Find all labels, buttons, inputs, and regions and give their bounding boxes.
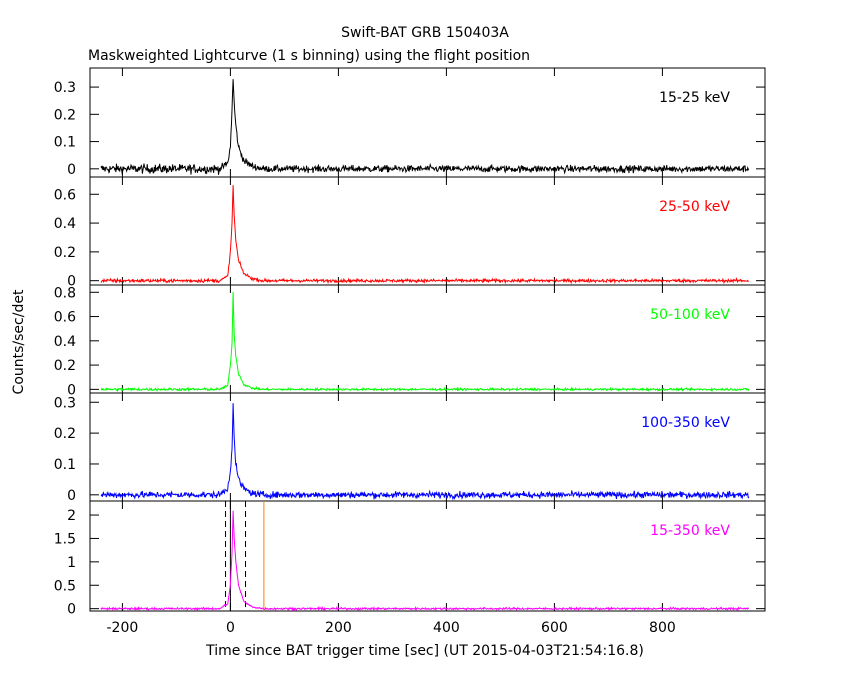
lightcurve-series: [100, 291, 750, 393]
y-tick-label: 0.2: [54, 107, 76, 123]
x-tick-label: 400: [433, 620, 460, 636]
y-tick-label: 0.4: [54, 216, 76, 232]
y-tick-label: 0: [67, 274, 76, 290]
lightcurve-series: [100, 79, 750, 175]
panel-band-label: 15-25 keV: [659, 90, 730, 106]
panel-frame: [89, 67, 766, 178]
panel-4: 0 0.5 1 1.5 2 15-350 keV: [54, 500, 766, 618]
panel-frame: [89, 176, 766, 286]
y-axis-label: Counts/sec/det: [11, 289, 27, 394]
panel-band-label: 25-50 keV: [659, 199, 730, 215]
x-tick-label: 200: [325, 620, 352, 636]
y-tick-label: 0.4: [54, 334, 76, 350]
chart-subtitle: Maskweighted Lightcurve (1 s binning) us…: [88, 48, 530, 64]
y-tick-label: 0: [67, 162, 76, 178]
panel-band-label: 100-350 keV: [641, 415, 730, 431]
y-tick-label: 0.2: [54, 426, 76, 442]
y-tick-label: 2: [67, 508, 76, 524]
y-tick-label: 0.8: [54, 285, 76, 301]
y-tick-label: 0: [67, 382, 76, 398]
panel-band-label: 50-100 keV: [650, 307, 730, 323]
x-tick-label: -200: [107, 620, 139, 636]
lightcurve-series: [100, 403, 750, 501]
y-tick-label: 0.1: [54, 457, 76, 473]
panel-3: 0 0.1 0.2 0.3 100-350 keV: [54, 392, 766, 504]
x-tick-labels: -200 0 200 400 600 800: [107, 620, 676, 636]
panel-frame: [89, 392, 766, 502]
y-tick-label: 0.5: [54, 578, 76, 594]
panel-1: 0 0.2 0.4 0.6 25-50 keV: [54, 176, 766, 290]
lightcurve-series: [100, 185, 749, 285]
panel-frame: [89, 500, 766, 612]
y-tick-label: 0.6: [54, 187, 76, 203]
panel-2: 0 0.2 0.4 0.6 0.8 50-100 keV: [54, 284, 766, 398]
y-tick-label: 0.2: [54, 358, 76, 374]
panel-frame: [89, 284, 766, 394]
chart-title: Swift-BAT GRB 150403A: [341, 25, 509, 41]
panel-band-label: 15-350 keV: [650, 523, 730, 539]
y-tick-label: 1.5: [54, 531, 76, 547]
y-tick-label: 0.3: [54, 395, 76, 411]
x-axis-label: Time since BAT trigger time [sec] (UT 20…: [205, 643, 644, 659]
y-tick-label: 0.3: [54, 80, 76, 96]
y-tick-label: 0.6: [54, 310, 76, 326]
panel-0: 0 0.1 0.2 0.3 15-25 keV: [54, 67, 766, 178]
lightcurve-series: [100, 510, 750, 612]
y-tick-label: 0.2: [54, 245, 76, 261]
y-tick-label: 0: [67, 602, 76, 618]
y-tick-label: 0: [67, 488, 76, 504]
y-tick-label: 1: [67, 555, 76, 571]
y-tick-label: 0.1: [54, 135, 76, 151]
x-tick-label: 600: [541, 620, 568, 636]
x-tick-label: 800: [649, 620, 676, 636]
x-tick-label: 0: [226, 620, 235, 636]
